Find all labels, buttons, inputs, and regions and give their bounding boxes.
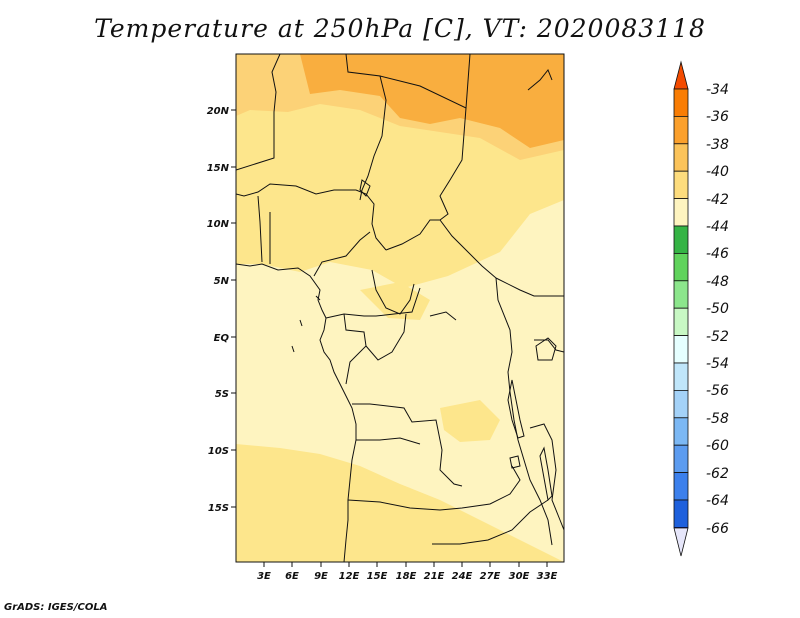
- colorbar-label: -64: [706, 493, 729, 509]
- colorbar-bottom-arrow: [673, 527, 689, 557]
- colorbar-labels: -34 -36 -38 -40 -42 -44 -46 -48 -50 -52 …: [706, 82, 729, 537]
- colorbar-cell: [673, 472, 689, 501]
- red-sea-coast: [527, 69, 553, 91]
- border-i: [371, 269, 415, 315]
- colorbar-cell: [673, 444, 689, 474]
- border-o: [356, 437, 421, 445]
- colorbar-label: -50: [706, 301, 729, 317]
- colorbar-label: -60: [706, 438, 729, 454]
- colorbar-label: -62: [706, 466, 729, 482]
- colorbar-label: -56: [706, 383, 729, 399]
- lat-label: 15N: [207, 163, 230, 174]
- lon-label: 21E: [424, 571, 445, 582]
- colorbar-cell: [673, 417, 689, 446]
- border-a: [236, 54, 281, 171]
- border-j: [313, 231, 371, 277]
- lat-label: 20N: [207, 106, 230, 117]
- colorbar-cell: [673, 499, 689, 528]
- lon-label: 18E: [396, 571, 417, 582]
- border-m: [365, 313, 407, 361]
- borders: [236, 54, 564, 562]
- lon-label: 12E: [339, 571, 360, 582]
- field-cool-region: [236, 200, 564, 562]
- lake-tanganyika: [507, 379, 525, 439]
- lake-mweru: [509, 455, 521, 469]
- border-h: [385, 219, 497, 279]
- temperature-field: [236, 54, 564, 562]
- colorbar-cell: [673, 143, 689, 172]
- coastline: [236, 263, 357, 562]
- border-w: [291, 295, 321, 353]
- border-t: [534, 339, 564, 353]
- lat-label: 5S: [215, 389, 229, 400]
- colorbar-cell: [673, 389, 689, 419]
- lon-label: 24E: [452, 571, 473, 582]
- colorbar-label: -42: [706, 192, 729, 208]
- colorbar-cell: [673, 335, 689, 364]
- lat-labels: 20N 15N 10N 5N EQ 5S 10S 15S: [207, 106, 230, 514]
- map-title: Temperature at 250hPa [C], VT: 202008311…: [94, 14, 706, 43]
- lat-label: EQ: [214, 333, 230, 344]
- lon-label: 9E: [314, 571, 328, 582]
- lon-labels: 3E 6E 9E 12E 15E 18E 21E 24E 27E 30E 33E: [257, 571, 557, 582]
- map-frame: [235, 53, 565, 563]
- border-d: [439, 107, 467, 221]
- border-u: [529, 423, 564, 531]
- colorbar-label: -38: [706, 137, 729, 153]
- field-warm-patch-east: [440, 400, 500, 442]
- lon-label: 6E: [285, 571, 299, 582]
- border-r: [495, 277, 564, 297]
- lat-label: 5N: [214, 276, 230, 287]
- lat-label: 15S: [208, 503, 229, 514]
- lon-label: 30E: [509, 571, 530, 582]
- colorbar-label: -54: [706, 356, 729, 372]
- lon-label: 27E: [480, 571, 501, 582]
- lon-label: 3E: [257, 571, 271, 582]
- lon-label: 15E: [367, 571, 388, 582]
- colorbar-label: -52: [706, 329, 729, 345]
- border-n: [352, 403, 463, 487]
- colorbar-label: -46: [706, 246, 729, 262]
- border-b: [345, 54, 387, 201]
- colorbar-top-arrow: [673, 60, 689, 90]
- colorbar-cell: [673, 225, 689, 254]
- field-hot-region-north: [300, 54, 564, 148]
- colorbar-cell: [673, 116, 689, 145]
- lake-victoria: [535, 337, 557, 361]
- border-e: [236, 183, 387, 251]
- border-c: [379, 54, 471, 109]
- lat-label: 10S: [208, 446, 229, 457]
- border-f: [257, 195, 263, 263]
- colorbar-label: -44: [706, 219, 729, 235]
- colorbar-cell: [673, 280, 689, 309]
- colorbar-cell: [673, 170, 689, 199]
- lake-malawi: [539, 446, 553, 502]
- border-p: [347, 465, 521, 511]
- colorbar-label: -40: [706, 164, 729, 180]
- colorbar-label: -66: [706, 521, 729, 537]
- colorbar-label: -34: [706, 82, 729, 98]
- field-warm-region-south: [236, 450, 540, 562]
- border-q: [432, 499, 549, 545]
- colorbar: [673, 60, 689, 557]
- colorbar-cell: [673, 252, 689, 282]
- colorbar-cell: [673, 198, 689, 227]
- border-v: [429, 311, 457, 321]
- border-l: [343, 313, 367, 385]
- colorbar-label: -48: [706, 274, 729, 290]
- lake-chad: [359, 179, 371, 197]
- lon-label: 33E: [537, 571, 558, 582]
- colorbar-cell: [673, 362, 689, 391]
- colorbar-cell: [673, 307, 689, 337]
- lat-label: 10N: [207, 219, 230, 230]
- colorbar-label: -58: [706, 411, 729, 427]
- colorbar-label: -36: [706, 109, 729, 125]
- border-s: [495, 277, 553, 546]
- lon-axis: [263, 562, 548, 567]
- colorbar-cell: [673, 88, 689, 117]
- grads-credit: GrADS: IGES/COLA: [4, 602, 108, 613]
- lat-axis: [231, 109, 236, 508]
